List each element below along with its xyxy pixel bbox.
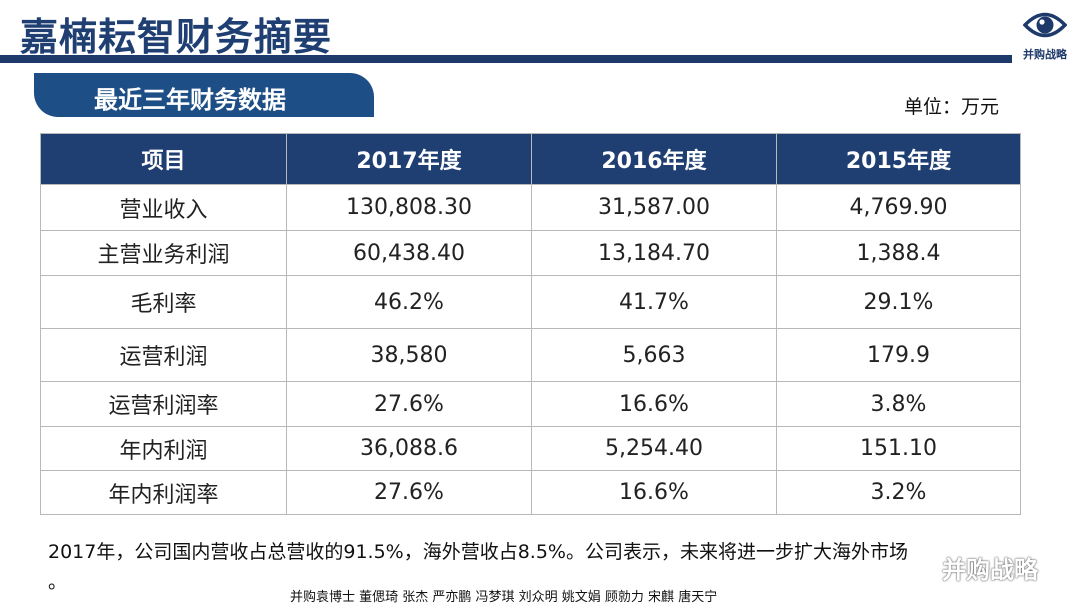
table-row: 营业收入 130,808.30 31,587.00 4,769.90: [40, 184, 1021, 231]
table-cell: 151.10: [776, 426, 1021, 471]
table-cell: 179.9: [776, 328, 1021, 382]
table-cell: 29.1%: [776, 275, 1021, 329]
eye-logo-icon: [1023, 12, 1067, 38]
watermark-text: 并购战略: [942, 556, 1038, 584]
footnote-continuation: 。: [48, 571, 68, 593]
table-cell: 46.2%: [286, 275, 532, 329]
table-cell: 36,088.6: [286, 426, 532, 471]
table-cell: 13,184.70: [531, 230, 777, 276]
unit-label: 单位：万元: [904, 96, 1000, 118]
column-header: 2015年度: [776, 133, 1021, 185]
table-cell: 1,388.4: [776, 230, 1021, 276]
row-label: 运营利润: [40, 328, 287, 382]
column-header: 项目: [40, 133, 287, 185]
row-label: 年内利润率: [40, 470, 287, 515]
table-cell: 130,808.30: [286, 184, 532, 231]
table-cell: 27.6%: [286, 470, 532, 515]
table-row: 主营业务利润 60,438.40 13,184.70 1,388.4: [40, 230, 1021, 276]
column-header: 2017年度: [286, 133, 532, 185]
section-header: 最近三年财务数据: [34, 73, 374, 117]
table-row: 毛利率 46.2% 41.7% 29.1%: [40, 275, 1021, 329]
table-cell: 4,769.90: [776, 184, 1021, 231]
table-row: 年内利润 36,088.6 5,254.40 151.10: [40, 426, 1021, 471]
wechat-icon: [907, 550, 937, 575]
table-cell: 3.2%: [776, 470, 1021, 515]
title-divider: [0, 55, 1012, 63]
slide-title: 嘉楠耘智财务摘要: [20, 15, 333, 59]
brand-logo: 并购战略: [1014, 6, 1076, 62]
table-cell: 16.6%: [531, 470, 777, 515]
row-label: 主营业务利润: [40, 230, 287, 276]
row-label: 运营利润率: [40, 381, 287, 427]
table-cell: 60,438.40: [286, 230, 532, 276]
table-cell: 27.6%: [286, 381, 532, 427]
row-label: 营业收入: [40, 184, 287, 231]
table-row: 年内利润率 27.6% 16.6% 3.2%: [40, 470, 1021, 515]
section-label: 最近三年财务数据: [94, 86, 286, 114]
row-label: 毛利率: [40, 275, 287, 329]
table-cell: 3.8%: [776, 381, 1021, 427]
table-cell: 5,663: [531, 328, 777, 382]
table-row: 运营利润 38,580 5,663 179.9: [40, 328, 1021, 382]
table-cell: 38,580: [286, 328, 532, 382]
table-cell: 5,254.40: [531, 426, 777, 471]
table-header-row: 项目 2017年度 2016年度 2015年度: [40, 133, 1021, 185]
footnote-text: 2017年，公司国内营收占总营收的91.5%，海外营收占8.5%。公司表示，未来…: [48, 541, 908, 563]
table-cell: 31,587.00: [531, 184, 777, 231]
logo-text: 并购战略: [1023, 48, 1067, 61]
row-label: 年内利润: [40, 426, 287, 471]
table-cell: 41.7%: [531, 275, 777, 329]
financial-table: 项目 2017年度 2016年度 2015年度 营业收入 130,808.30 …: [40, 133, 1021, 515]
table-cell: 16.6%: [531, 381, 777, 427]
table-row: 运营利润率 27.6% 16.6% 3.8%: [40, 381, 1021, 427]
author-credits: 并购袁博士 董偲琦 张杰 严亦鹏 冯梦琪 刘众明 姚文娟 顾勍力 宋麒 唐天宁: [290, 590, 718, 605]
column-header: 2016年度: [531, 133, 777, 185]
